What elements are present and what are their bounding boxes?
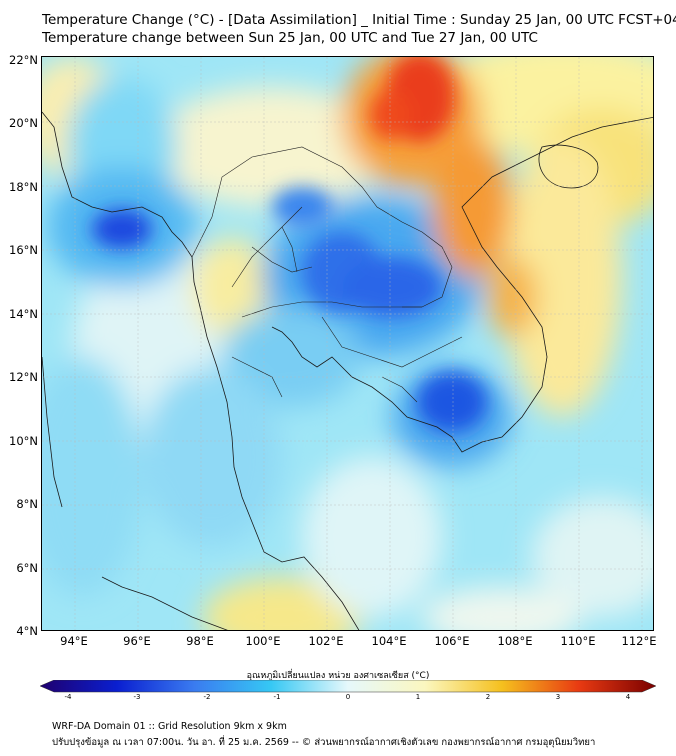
lon-label-110: 110°E [560,634,596,648]
lat-label-6: 6°N [16,561,38,575]
chart-subtitle: Temperature change between Sun 25 Jan, 0… [42,30,538,46]
colorbar-tick: -2 [203,693,211,701]
lon-label-106: 106°E [434,634,470,648]
footer-model-info: WRF-DA Domain 01 :: Grid Resolution 9km … [52,721,287,732]
coastlines [42,111,653,630]
lon-label-112: 112°E [621,634,657,648]
lon-label-102: 102°E [308,634,344,648]
lat-label-12: 12°N [9,370,38,384]
lat-label-4: 4°N [16,624,38,638]
colorbar-tick: -3 [133,693,141,701]
colorbar-gradient [40,680,656,693]
lat-label-18: 18°N [9,180,38,194]
borders [191,146,463,403]
colorbar-tick: -1 [273,693,281,701]
lat-label-20: 20°N [9,116,38,130]
temperature-field [42,57,653,630]
footer-credit: ปรับปรุงข้อมูล ณ เวลา 07:00น. วัน อา. ที… [52,737,596,748]
colorbar-tick: 3 [555,693,561,701]
lon-label-98: 98°E [186,634,214,648]
lon-label-108: 108°E [497,634,533,648]
temperature-map [42,57,653,630]
lat-label-16: 16°N [9,243,38,257]
colorbar-title: อุณหภูมิเปลี่ยนแปลง หน่วย องศาเซลเซียส (… [246,671,430,681]
lon-label-94: 94°E [60,634,88,648]
colorbar-tick: 2 [485,693,491,701]
colorbar-tick: 4 [625,693,631,701]
lon-label-96: 96°E [123,634,151,648]
lon-label-100: 100°E [245,634,281,648]
colorbar-tick: -4 [64,693,72,701]
colorbar-tick: 0 [345,693,351,701]
lat-label-8: 8°N [16,497,38,511]
lat-label-10: 10°N [9,434,38,448]
colorbar [40,680,656,693]
chart-title: Temperature Change (°C) - [Data Assimila… [42,12,676,28]
colorbar-tick: 1 [415,693,421,701]
lon-label-104: 104°E [371,634,407,648]
lat-label-22: 22°N [9,53,38,67]
map-panel [41,56,654,631]
lat-label-14: 14°N [9,307,38,321]
temperature-extremes [92,57,487,432]
